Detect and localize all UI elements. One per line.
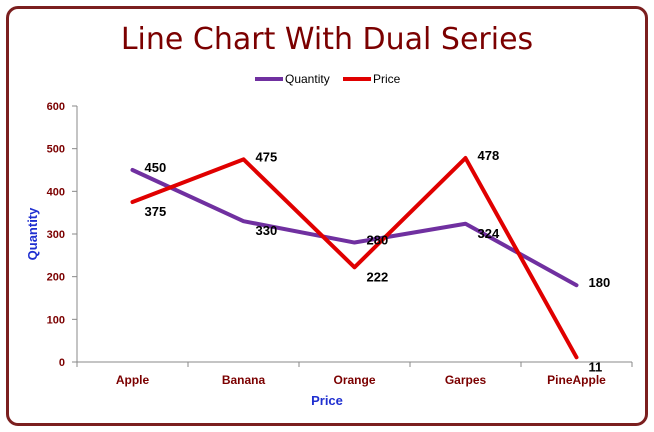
data-label-price: 475 xyxy=(256,149,278,164)
data-label-quantity: 280 xyxy=(367,233,389,248)
x-tick-label: PineApple xyxy=(547,373,606,387)
y-tick-label: 0 xyxy=(59,357,65,369)
y-axis-title: Quantity xyxy=(25,207,40,260)
axes xyxy=(76,106,632,363)
data-label-quantity: 324 xyxy=(478,226,500,241)
x-tick-label: Orange xyxy=(333,373,375,387)
data-label-quantity: 180 xyxy=(589,275,611,290)
chart-frame xyxy=(6,6,648,426)
data-label-price: 375 xyxy=(145,204,167,219)
series-line-quantity xyxy=(130,168,579,288)
x-axis-title: Price xyxy=(311,393,343,408)
x-tick-label: Banana xyxy=(222,373,266,387)
series-line-price xyxy=(130,156,579,360)
series-lines xyxy=(130,156,579,360)
data-label-quantity: 330 xyxy=(256,223,278,238)
data-labels: 450 330 280 324 180 375 475 222 478 11 xyxy=(145,148,611,374)
y-tick-label: 600 xyxy=(47,101,65,113)
chart-title: Line Chart With Dual Series xyxy=(121,22,533,57)
data-label-price: 222 xyxy=(367,269,389,284)
legend: Quantity Price xyxy=(255,72,401,86)
y-tick-label: 500 xyxy=(47,144,65,156)
y-tick-label: 300 xyxy=(47,229,65,241)
y-axis-ticks: 0 100 200 300 400 500 600 xyxy=(47,101,77,369)
y-tick-label: 200 xyxy=(47,272,65,284)
x-tick-label: Garpes xyxy=(445,373,487,387)
legend-label-price: Price xyxy=(373,72,401,86)
y-tick-label: 100 xyxy=(47,314,65,326)
data-label-quantity: 450 xyxy=(145,160,167,175)
data-label-price: 478 xyxy=(478,148,500,163)
x-tick-label: Apple xyxy=(116,373,150,387)
legend-label-quantity: Quantity xyxy=(285,72,330,86)
x-axis-ticks: Apple Banana Orange Garpes PineApple xyxy=(76,362,633,387)
data-label-price: 11 xyxy=(589,359,603,374)
y-tick-label: 400 xyxy=(47,186,65,198)
